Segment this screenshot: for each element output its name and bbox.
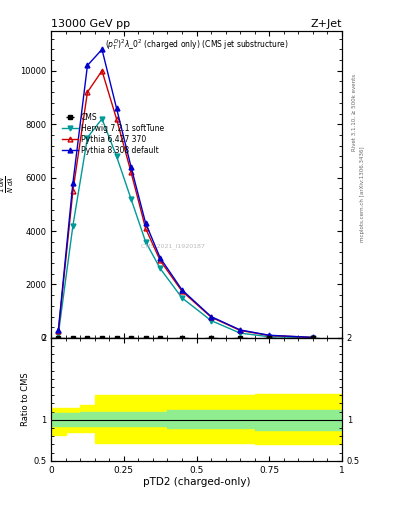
Pythia 8.308 default	[158, 254, 163, 261]
Pythia 8.308 default	[267, 332, 272, 338]
Herwig 7.2.1 softTune	[71, 223, 75, 229]
Pythia 8.308 default	[238, 327, 242, 333]
Pythia 8.308 default	[100, 47, 105, 53]
Y-axis label: $\frac{1}{N}\frac{dN}{d\lambda}$: $\frac{1}{N}\frac{dN}{d\lambda}$	[0, 176, 16, 193]
Herwig 7.2.1 softTune	[85, 135, 90, 141]
Pythia 6.427 370	[129, 169, 134, 176]
Pythia 8.308 default	[209, 313, 213, 319]
Text: Rivet 3.1.10, ≥ 500k events: Rivet 3.1.10, ≥ 500k events	[352, 74, 357, 151]
Herwig 7.2.1 softTune	[143, 239, 148, 245]
Line: Pythia 6.427 370: Pythia 6.427 370	[56, 69, 315, 340]
Pythia 6.427 370	[85, 89, 90, 95]
Pythia 8.308 default	[310, 334, 315, 340]
Text: Z+Jet: Z+Jet	[310, 18, 342, 29]
Pythia 6.427 370	[158, 258, 163, 264]
Pythia 6.427 370	[71, 188, 75, 194]
Pythia 8.308 default	[129, 164, 134, 170]
Pythia 8.308 default	[114, 105, 119, 111]
Herwig 7.2.1 softTune	[180, 295, 184, 301]
Pythia 8.308 default	[71, 180, 75, 186]
Herwig 7.2.1 softTune	[129, 196, 134, 202]
Pythia 8.308 default	[143, 220, 148, 226]
Text: mcplots.cern.ch [arXiv:1306.3436]: mcplots.cern.ch [arXiv:1306.3436]	[360, 147, 365, 242]
Text: $(p_T^D)^2\lambda\_0^2$ (charged only) (CMS jet substructure): $(p_T^D)^2\lambda\_0^2$ (charged only) (…	[105, 37, 288, 52]
Pythia 6.427 370	[143, 225, 148, 231]
Herwig 7.2.1 softTune	[100, 116, 105, 122]
X-axis label: pTD2 (charged-only): pTD2 (charged-only)	[143, 477, 250, 487]
Pythia 6.427 370	[267, 332, 272, 338]
Herwig 7.2.1 softTune	[209, 317, 213, 324]
Pythia 6.427 370	[310, 334, 315, 340]
Pythia 8.308 default	[85, 62, 90, 69]
Line: Pythia 8.308 default: Pythia 8.308 default	[56, 47, 315, 340]
Pythia 8.308 default	[180, 287, 184, 293]
Line: Herwig 7.2.1 softTune: Herwig 7.2.1 softTune	[56, 116, 315, 340]
Herwig 7.2.1 softTune	[238, 330, 242, 336]
Legend: CMS, Herwig 7.2.1 softTune, Pythia 6.427 370, Pythia 8.308 default: CMS, Herwig 7.2.1 softTune, Pythia 6.427…	[61, 111, 165, 156]
Text: 13000 GeV pp: 13000 GeV pp	[51, 18, 130, 29]
Pythia 8.308 default	[56, 327, 61, 333]
Herwig 7.2.1 softTune	[310, 335, 315, 341]
Pythia 6.427 370	[114, 116, 119, 122]
Herwig 7.2.1 softTune	[114, 153, 119, 159]
Pythia 6.427 370	[238, 327, 242, 333]
Pythia 6.427 370	[56, 328, 61, 334]
Pythia 6.427 370	[180, 288, 184, 294]
Herwig 7.2.1 softTune	[267, 334, 272, 340]
Text: CMS 2021_I1920187: CMS 2021_I1920187	[141, 243, 205, 249]
Pythia 6.427 370	[209, 314, 213, 320]
Pythia 6.427 370	[100, 68, 105, 74]
Herwig 7.2.1 softTune	[158, 265, 163, 271]
Y-axis label: Ratio to CMS: Ratio to CMS	[21, 373, 30, 426]
Herwig 7.2.1 softTune	[56, 331, 61, 337]
